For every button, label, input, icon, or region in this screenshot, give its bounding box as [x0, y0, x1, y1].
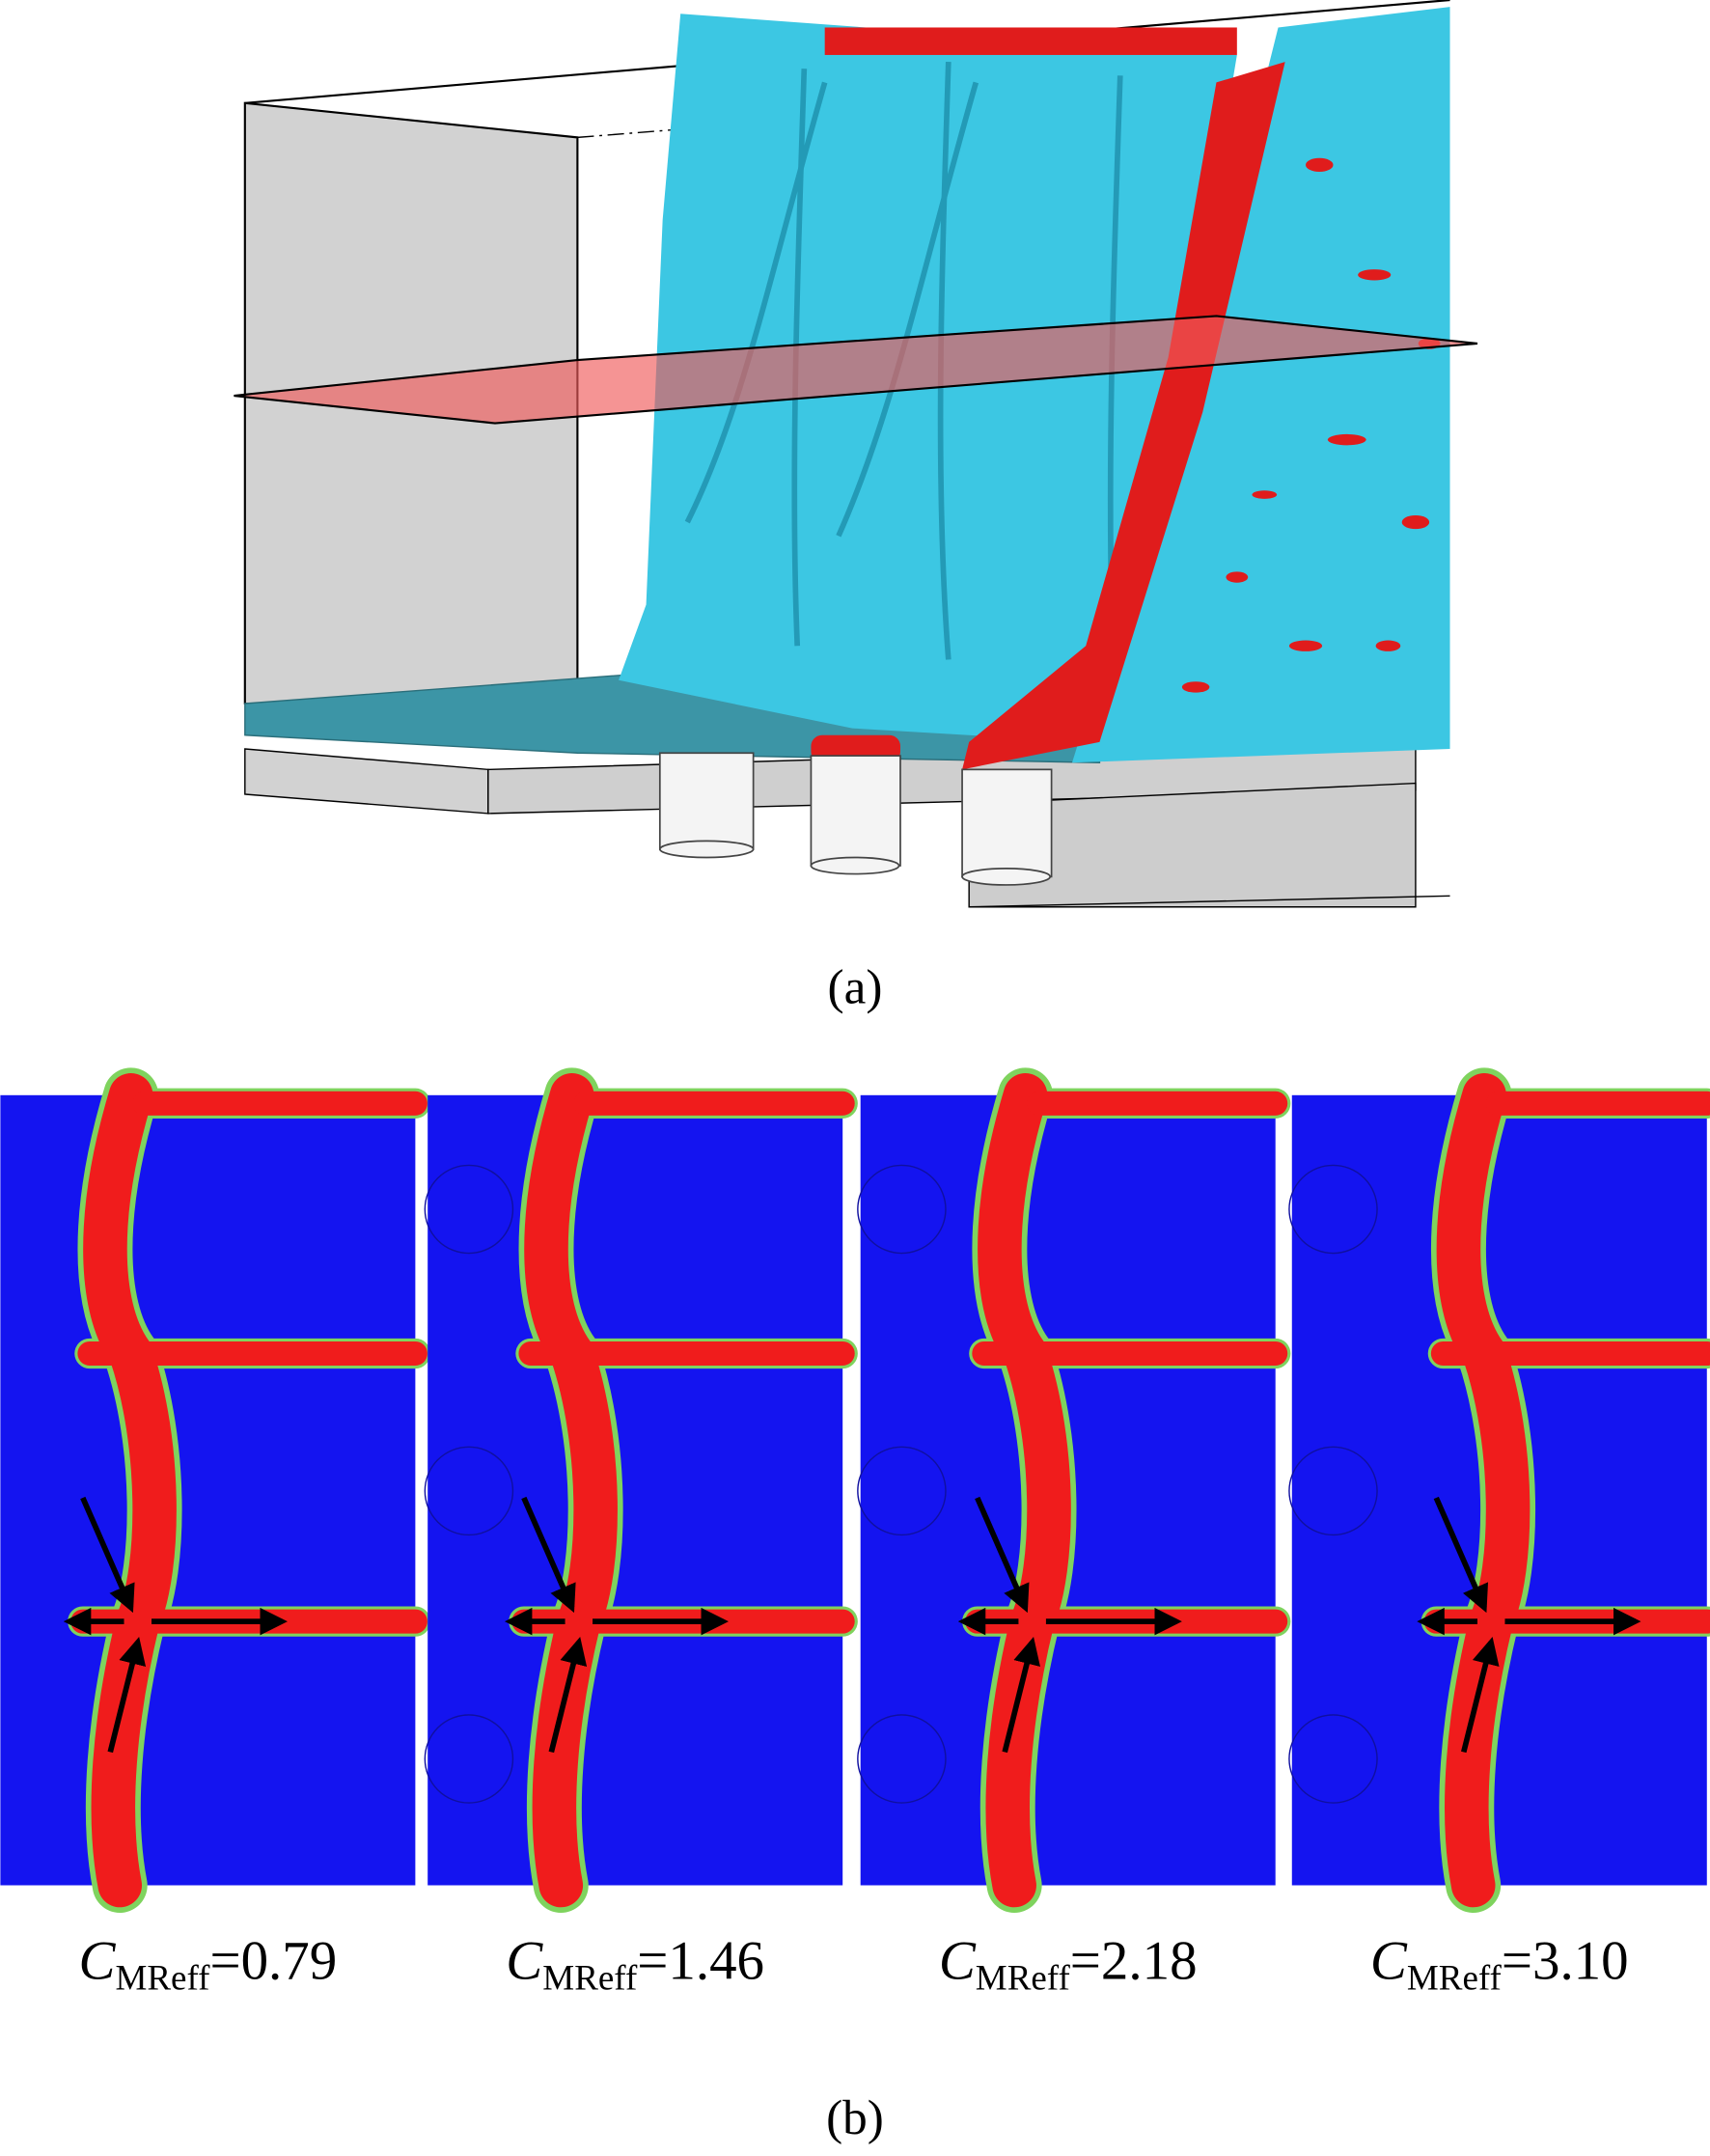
value: =2.18 [1070, 1930, 1198, 1991]
caption: CMReff=0.79 [79, 1930, 338, 1998]
hole-outline [1288, 1446, 1378, 1536]
value: =0.79 [209, 1930, 337, 1991]
vein [978, 1073, 1071, 1908]
contour-panel [857, 1067, 1291, 1913]
flow-arrow [1433, 1496, 1489, 1614]
background [0, 1094, 416, 1886]
vein [524, 1073, 618, 1908]
flow-arrow [1002, 1636, 1040, 1754]
flow-arrow [975, 1496, 1030, 1614]
background [428, 1094, 843, 1886]
panel-label: (a) [828, 959, 883, 1014]
panel-a-render [234, 0, 1478, 908]
flow-arrow [107, 1636, 147, 1754]
hole-outline [1288, 1714, 1378, 1804]
flow-arrow [80, 1496, 135, 1614]
hole-outline [424, 1446, 514, 1536]
value: =3.10 [1502, 1930, 1629, 1991]
hole-outline [424, 1714, 514, 1804]
contour-panel [424, 1067, 858, 1913]
hole-outline [424, 1164, 514, 1255]
flow-arrow [1460, 1636, 1500, 1754]
hole-outline [857, 1164, 947, 1255]
panel-b-contours [0, 1067, 1710, 1913]
flow-arrow [548, 1636, 588, 1754]
caption: CMReff=3.10 [1370, 1930, 1629, 1998]
hole-outline [857, 1446, 947, 1536]
caption: CMReff=1.46 [506, 1930, 764, 1998]
subscript: MReff [976, 1959, 1071, 1999]
subscript: MReff [542, 1959, 638, 1999]
symbol: C [1370, 1930, 1408, 1991]
subscript: MReff [1407, 1959, 1503, 1999]
caption: CMReff=2.18 [939, 1930, 1198, 1998]
value: =1.46 [637, 1930, 764, 1991]
panel-label: (b) [826, 2090, 884, 2145]
vein [83, 1073, 177, 1908]
symbol: C [506, 1930, 543, 1991]
hole-outline [857, 1714, 947, 1804]
symbol: C [79, 1930, 117, 1991]
contour-panel [0, 1067, 431, 1913]
vein [1436, 1073, 1531, 1908]
captions: CMReff=0.79 CMReff=1.46 CMReff=2.18 CMReff=… [79, 1930, 1629, 1998]
contour-panel [1288, 1067, 1710, 1913]
subscript: MReff [115, 1959, 210, 1999]
symbol: C [939, 1930, 977, 1991]
flow-arrow [521, 1496, 576, 1614]
hole-outline [1288, 1164, 1378, 1255]
